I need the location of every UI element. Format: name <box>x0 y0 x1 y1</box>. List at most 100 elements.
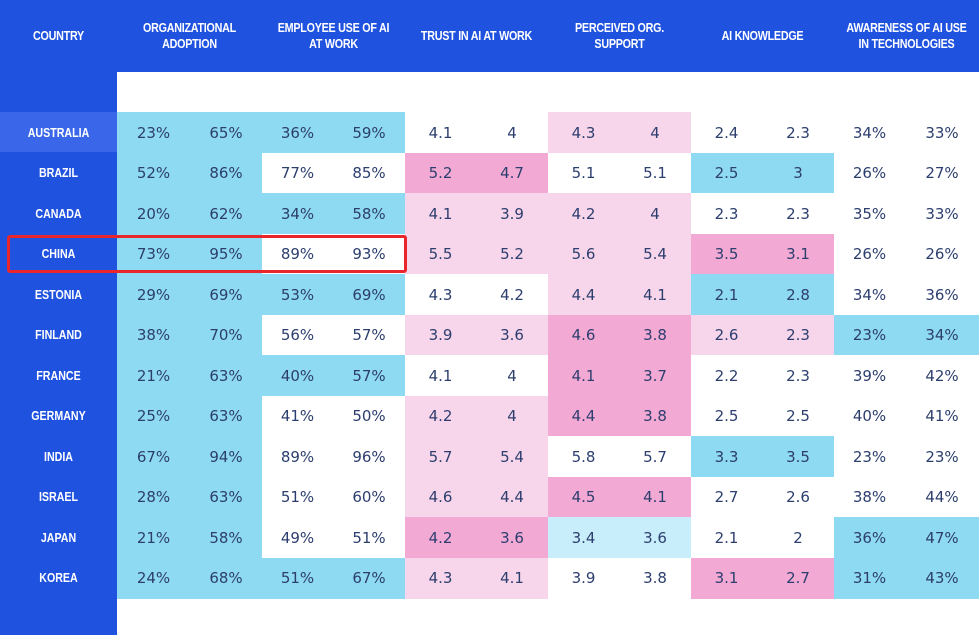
table-cell: 73% <box>117 233 190 275</box>
table-cell: 2.3 <box>762 193 834 234</box>
table-cell: 4.5 <box>548 476 619 518</box>
table-cell: 2.3 <box>762 355 834 396</box>
table-cell: 21% <box>117 355 190 396</box>
table-cell: 5.8 <box>548 436 619 477</box>
year-header: 2024 <box>208 83 244 100</box>
table-cell: 36% <box>905 274 979 315</box>
table-cell: 44% <box>905 476 979 518</box>
header-band <box>0 0 979 72</box>
table-cell: 4 <box>476 395 548 437</box>
table-cell: 3.4 <box>548 517 619 558</box>
table-cell: 70% <box>190 314 262 356</box>
country-label: JAPAN <box>40 529 77 545</box>
table-cell: 31% <box>834 557 905 599</box>
table-cell: 28% <box>117 476 190 518</box>
table-cell: 23% <box>117 112 190 153</box>
table-cell: 3.5 <box>691 233 762 275</box>
table-cell: 4.1 <box>405 193 476 234</box>
table-cell: 35% <box>834 193 905 234</box>
table-cell: 2.6 <box>762 476 834 518</box>
table-cell: 3.5 <box>762 436 834 477</box>
table-cell: 2.7 <box>762 557 834 599</box>
group-header: AI KNOWLEDGE <box>721 29 804 43</box>
table-cell: 4.2 <box>548 193 619 234</box>
table-cell: 38% <box>117 314 190 356</box>
table-cell: 2.5 <box>762 395 834 437</box>
table-cell: 4 <box>476 355 548 396</box>
table-cell: 3.7 <box>619 355 691 396</box>
table-cell: 21% <box>117 517 190 558</box>
table-cell: 39% <box>834 355 905 396</box>
table-cell: 3.1 <box>762 233 834 275</box>
table-cell: 5.4 <box>476 436 548 477</box>
country-label: INDIA <box>43 448 74 464</box>
table-cell: 4.1 <box>548 355 619 396</box>
table-cell: 94% <box>190 436 262 477</box>
table-cell: 47% <box>905 517 979 558</box>
table-cell: 4.4 <box>476 476 548 518</box>
group-header: ORGANIZATIONAL ADOPTION <box>143 21 236 51</box>
table-cell: 34% <box>262 193 333 234</box>
table-cell: 63% <box>190 476 262 518</box>
country-label: BRAZIL <box>38 165 79 181</box>
year-header: 2022 <box>135 83 172 100</box>
table-cell: 4.3 <box>405 274 476 315</box>
table-cell: 4.2 <box>476 274 548 315</box>
country-label: CANADA <box>35 205 82 221</box>
country-label: FINLAND <box>35 327 82 343</box>
year-band-left <box>0 72 117 112</box>
table-cell: 49% <box>262 517 333 558</box>
table-cell: 2.7 <box>691 476 762 518</box>
year-header: 2024 <box>351 83 387 100</box>
table-cell: 3.8 <box>619 395 691 437</box>
table-cell: 50% <box>333 395 405 437</box>
year-header: 2022 <box>422 83 459 100</box>
table-cell: 26% <box>905 233 979 275</box>
table-cell: 57% <box>333 355 405 396</box>
year-header: 2024 <box>924 83 960 100</box>
table-cell: 38% <box>834 476 905 518</box>
table-cell: 3.6 <box>619 517 691 558</box>
table-cell: 26% <box>834 152 905 194</box>
table-cell: 4 <box>619 193 691 234</box>
table-cell: 24% <box>117 557 190 599</box>
table-cell: 3.1 <box>691 557 762 599</box>
table-cell: 3.6 <box>476 314 548 356</box>
table-cell: 51% <box>333 517 405 558</box>
table-cell: 2.4 <box>691 112 762 153</box>
table-cell: 4.1 <box>619 476 691 518</box>
table-cell: 41% <box>262 395 333 437</box>
table-cell: 2.1 <box>691 517 762 558</box>
table-cell: 53% <box>262 274 333 315</box>
table-cell: 3.9 <box>476 193 548 234</box>
table-cell: 96% <box>333 436 405 477</box>
table-cell: 4.4 <box>548 274 619 315</box>
table-cell: 23% <box>905 436 979 477</box>
group-header: PERCEIVED ORG. SUPPORT <box>575 21 664 51</box>
country-label: FRANCE <box>36 367 81 383</box>
table-cell: 4 <box>476 112 548 153</box>
table-cell: 43% <box>905 557 979 599</box>
table-cell: 4.2 <box>405 517 476 558</box>
table-cell: 5.7 <box>619 436 691 477</box>
group-header: AWARENESS OF AI USE IN TECHNOLOGIES <box>846 21 967 51</box>
table-cell: 40% <box>262 355 333 396</box>
table-cell: 2.6 <box>691 314 762 356</box>
table-cell: 89% <box>262 233 333 275</box>
table-cell: 5.2 <box>405 152 476 194</box>
table-cell: 29% <box>117 274 190 315</box>
table-cell: 89% <box>262 436 333 477</box>
table-cell: 68% <box>190 557 262 599</box>
table-cell: 5.6 <box>548 233 619 275</box>
table-cell: 26% <box>834 233 905 275</box>
table-cell: 60% <box>333 476 405 518</box>
table-cell: 33% <box>905 112 979 153</box>
table-cell: 51% <box>262 557 333 599</box>
table-cell: 5.2 <box>476 233 548 275</box>
table-cell: 41% <box>905 395 979 437</box>
table-cell: 86% <box>190 152 262 194</box>
table-cell: 95% <box>190 233 262 275</box>
table-cell: 67% <box>117 436 190 477</box>
table-cell: 56% <box>262 314 333 356</box>
